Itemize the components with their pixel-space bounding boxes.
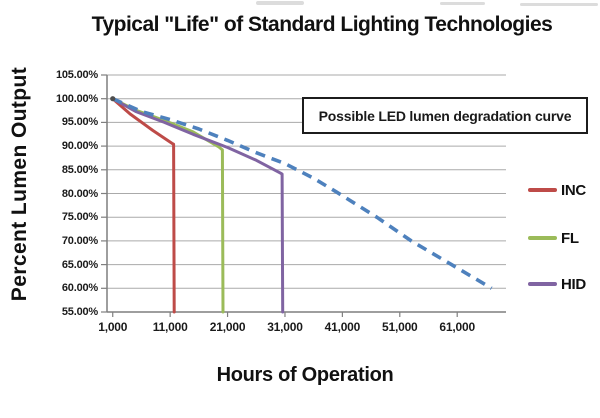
led-annotation-box: Possible LED lumen degradation curve: [302, 97, 588, 134]
x-tick-label: 31,000: [267, 320, 303, 334]
legend-line-hid: [528, 282, 557, 286]
led-annotation-text: Possible LED lumen degradation curve: [318, 107, 572, 124]
legend-label-fl: FL: [561, 229, 579, 247]
y-tick-label: 65.00%: [61, 258, 98, 271]
y-tick-label: 70.00%: [61, 234, 98, 247]
legend-label-hid: HID: [561, 275, 586, 293]
series-fl: [111, 97, 225, 314]
series-hid: [111, 97, 285, 314]
x-tick-label: 11,000: [152, 320, 188, 334]
legend-line-inc: [528, 188, 557, 192]
legend-label-inc: INC: [561, 181, 586, 199]
y-tick-label: 95.00%: [61, 116, 98, 129]
legend-item-fl: FL: [528, 229, 579, 247]
chart-title: Typical "Life" of Standard Lighting Tech…: [91, 13, 553, 36]
top-edge-artifact: [256, 1, 304, 5]
series-possible-led-degradation: [111, 97, 493, 290]
y-tick-label: 60.00%: [61, 282, 98, 295]
x-tick-label: 51,000: [382, 320, 418, 334]
x-axis-title: Hours of Operation: [216, 364, 394, 386]
y-tick-label: 55.00%: [61, 306, 98, 318]
x-tick-label: 1,000: [98, 320, 128, 334]
top-edge-artifact: [520, 3, 598, 6]
y-tick-label: 100.00%: [55, 92, 98, 105]
x-tick-label: 21,000: [209, 320, 246, 334]
top-edge-artifact: [440, 2, 485, 5]
legend-item-hid: HID: [528, 275, 586, 293]
legend-item-inc: INC: [528, 181, 586, 199]
y-tick-label: 75.00%: [61, 211, 98, 224]
legend-line-fl: [528, 236, 557, 240]
x-tick-label: 61,000: [439, 320, 475, 334]
y-tick-label: 90.00%: [61, 140, 98, 153]
y-tick-label: 85.00%: [61, 163, 98, 176]
series-inc: [111, 97, 176, 314]
y-tick-label: 80.00%: [61, 187, 98, 200]
x-tick-label: 41,000: [324, 320, 361, 334]
y-tick-label: 105.00%: [55, 69, 98, 81]
